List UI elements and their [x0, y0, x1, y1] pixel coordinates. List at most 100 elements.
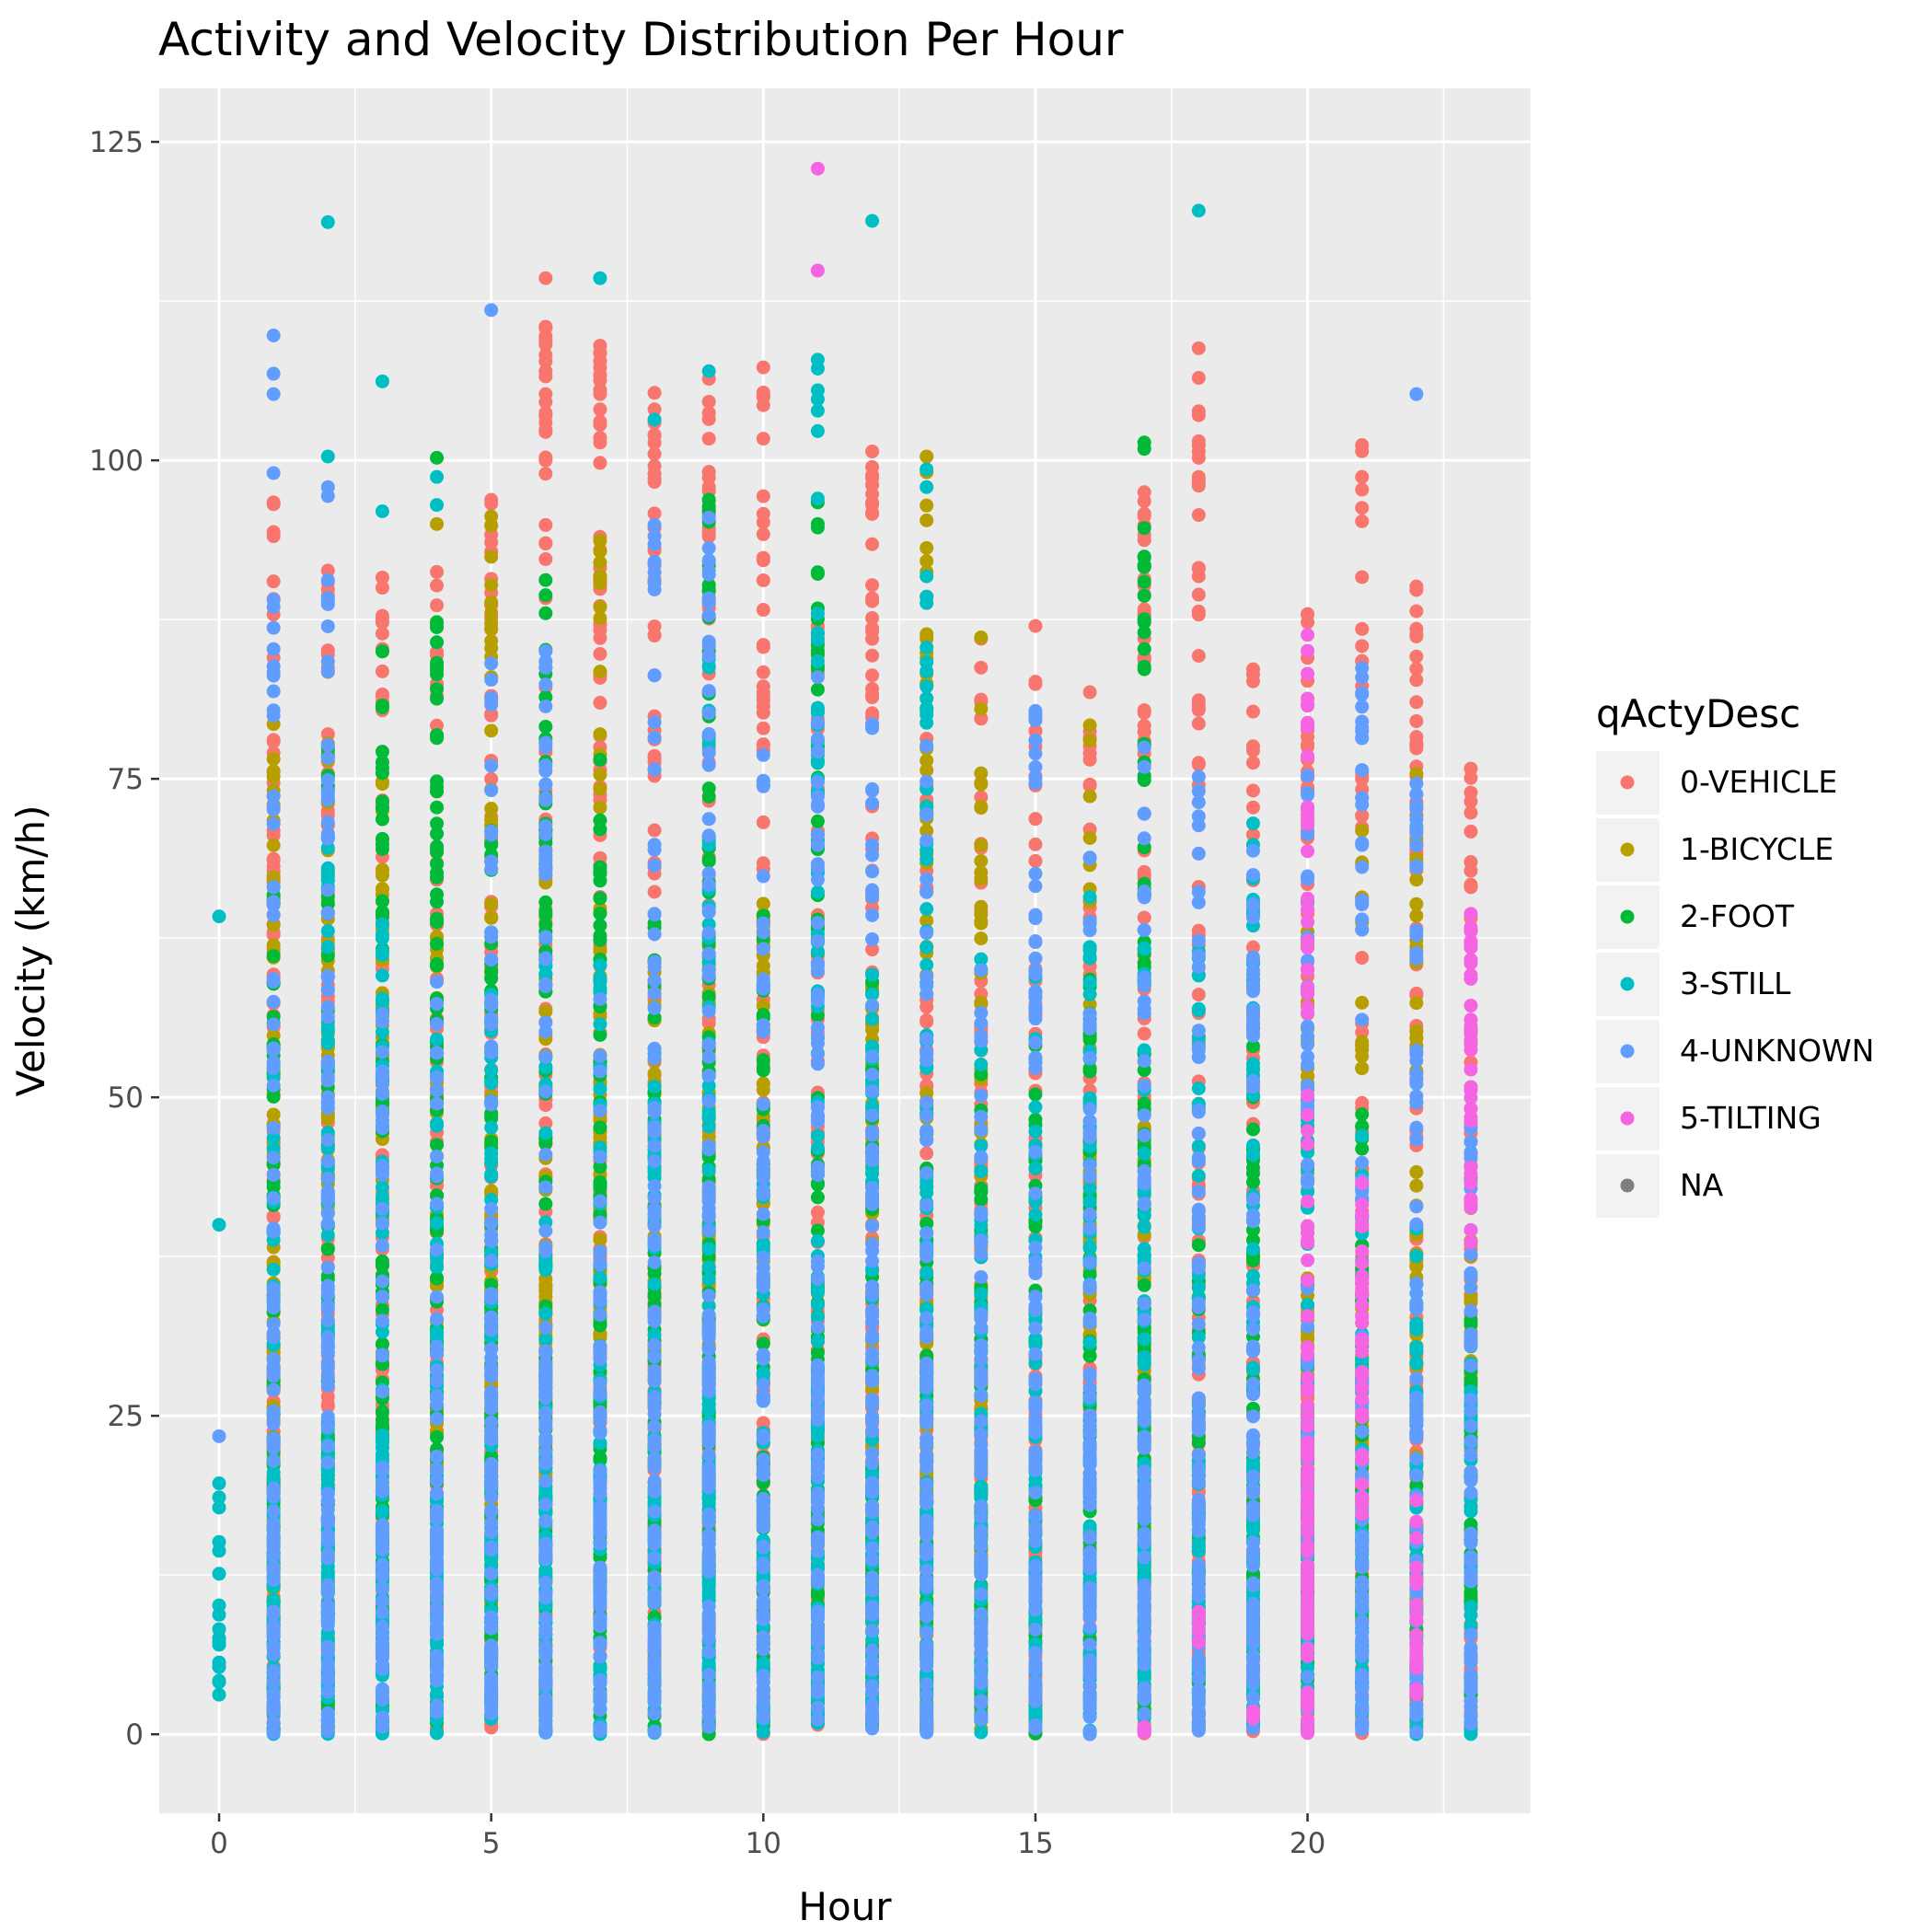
data-point	[266, 529, 281, 544]
data-point	[756, 665, 770, 679]
data-point	[974, 660, 989, 675]
data-point	[266, 949, 281, 964]
data-point	[484, 595, 499, 609]
data-point	[1028, 853, 1043, 868]
data-point	[974, 631, 989, 645]
data-point	[647, 386, 662, 400]
data-point	[375, 837, 389, 851]
data-point	[375, 862, 389, 877]
data-point	[538, 551, 553, 566]
data-point	[1137, 1026, 1151, 1041]
data-point	[538, 409, 553, 423]
data-point	[593, 544, 607, 559]
data-point	[810, 1223, 825, 1238]
data-point	[756, 1082, 770, 1097]
data-point	[1028, 619, 1043, 633]
data-point	[756, 738, 770, 753]
data-point	[756, 721, 770, 735]
data-point	[756, 432, 770, 446]
data-point	[430, 682, 445, 697]
data-point	[430, 895, 445, 909]
data-point	[1301, 737, 1315, 752]
data-point	[538, 364, 553, 378]
data-point	[920, 449, 934, 464]
data-point	[701, 465, 716, 480]
data-point	[1245, 743, 1260, 758]
data-point	[266, 733, 281, 747]
data-point	[593, 533, 607, 548]
data-point	[484, 971, 499, 986]
data-point	[1355, 438, 1370, 453]
data-point	[1191, 408, 1206, 422]
data-point	[593, 891, 607, 906]
data-point	[593, 1130, 607, 1145]
data-point	[974, 931, 989, 946]
data-point	[974, 799, 989, 814]
data-point	[1355, 501, 1370, 515]
data-point	[375, 812, 389, 827]
data-point	[430, 816, 445, 831]
data-point	[865, 631, 880, 646]
data-point	[756, 389, 770, 404]
data-point	[810, 1190, 825, 1205]
data-point	[1028, 837, 1043, 851]
data-point	[865, 506, 880, 521]
data-point	[593, 1232, 607, 1247]
data-point	[1245, 783, 1260, 798]
data-point	[538, 424, 553, 439]
data-point	[430, 865, 445, 880]
data-point	[810, 814, 825, 828]
data-point	[701, 432, 716, 446]
data-point	[538, 606, 553, 620]
data-point	[593, 1120, 607, 1135]
data-point	[266, 838, 281, 852]
data-point	[1191, 473, 1206, 488]
plot-panel	[159, 88, 1531, 1813]
data-point	[920, 513, 934, 527]
data-point	[1082, 685, 1097, 700]
data-point	[1137, 588, 1151, 603]
data-point	[484, 577, 499, 592]
data-point	[430, 1271, 445, 1286]
data-point	[375, 777, 389, 792]
data-point	[375, 700, 389, 715]
data-point	[647, 1068, 662, 1082]
data-point	[974, 701, 989, 716]
data-point	[756, 1416, 770, 1430]
data-point	[484, 801, 499, 816]
data-point	[484, 723, 499, 738]
data-point	[320, 1242, 335, 1256]
data-points	[212, 161, 1478, 1741]
data-point	[1463, 863, 1478, 878]
data-point	[1082, 779, 1097, 793]
data-point	[593, 417, 607, 432]
data-point	[920, 1146, 934, 1161]
data-point	[756, 856, 770, 871]
data-point	[647, 402, 662, 417]
data-point	[865, 537, 880, 551]
data-point	[266, 574, 281, 589]
data-point	[430, 718, 445, 733]
data-point	[920, 753, 934, 768]
data-point	[375, 794, 389, 809]
data-point	[538, 320, 553, 335]
data-point	[1301, 607, 1315, 622]
data-point	[865, 648, 880, 663]
data-point	[701, 411, 716, 426]
data-point	[1409, 1164, 1424, 1179]
data-point	[1137, 724, 1151, 739]
data-point	[974, 1185, 989, 1199]
data-point	[593, 402, 607, 417]
data-point	[1355, 482, 1370, 497]
data-point	[484, 550, 499, 564]
data-point	[538, 537, 553, 551]
data-point	[430, 516, 445, 531]
data-point	[375, 608, 389, 623]
data-point	[1409, 649, 1424, 664]
data-point	[756, 638, 770, 653]
data-point	[1028, 1112, 1043, 1127]
data-point	[1355, 1035, 1370, 1049]
data-point	[484, 492, 499, 507]
data-point	[1409, 662, 1424, 677]
data-point	[593, 907, 607, 921]
